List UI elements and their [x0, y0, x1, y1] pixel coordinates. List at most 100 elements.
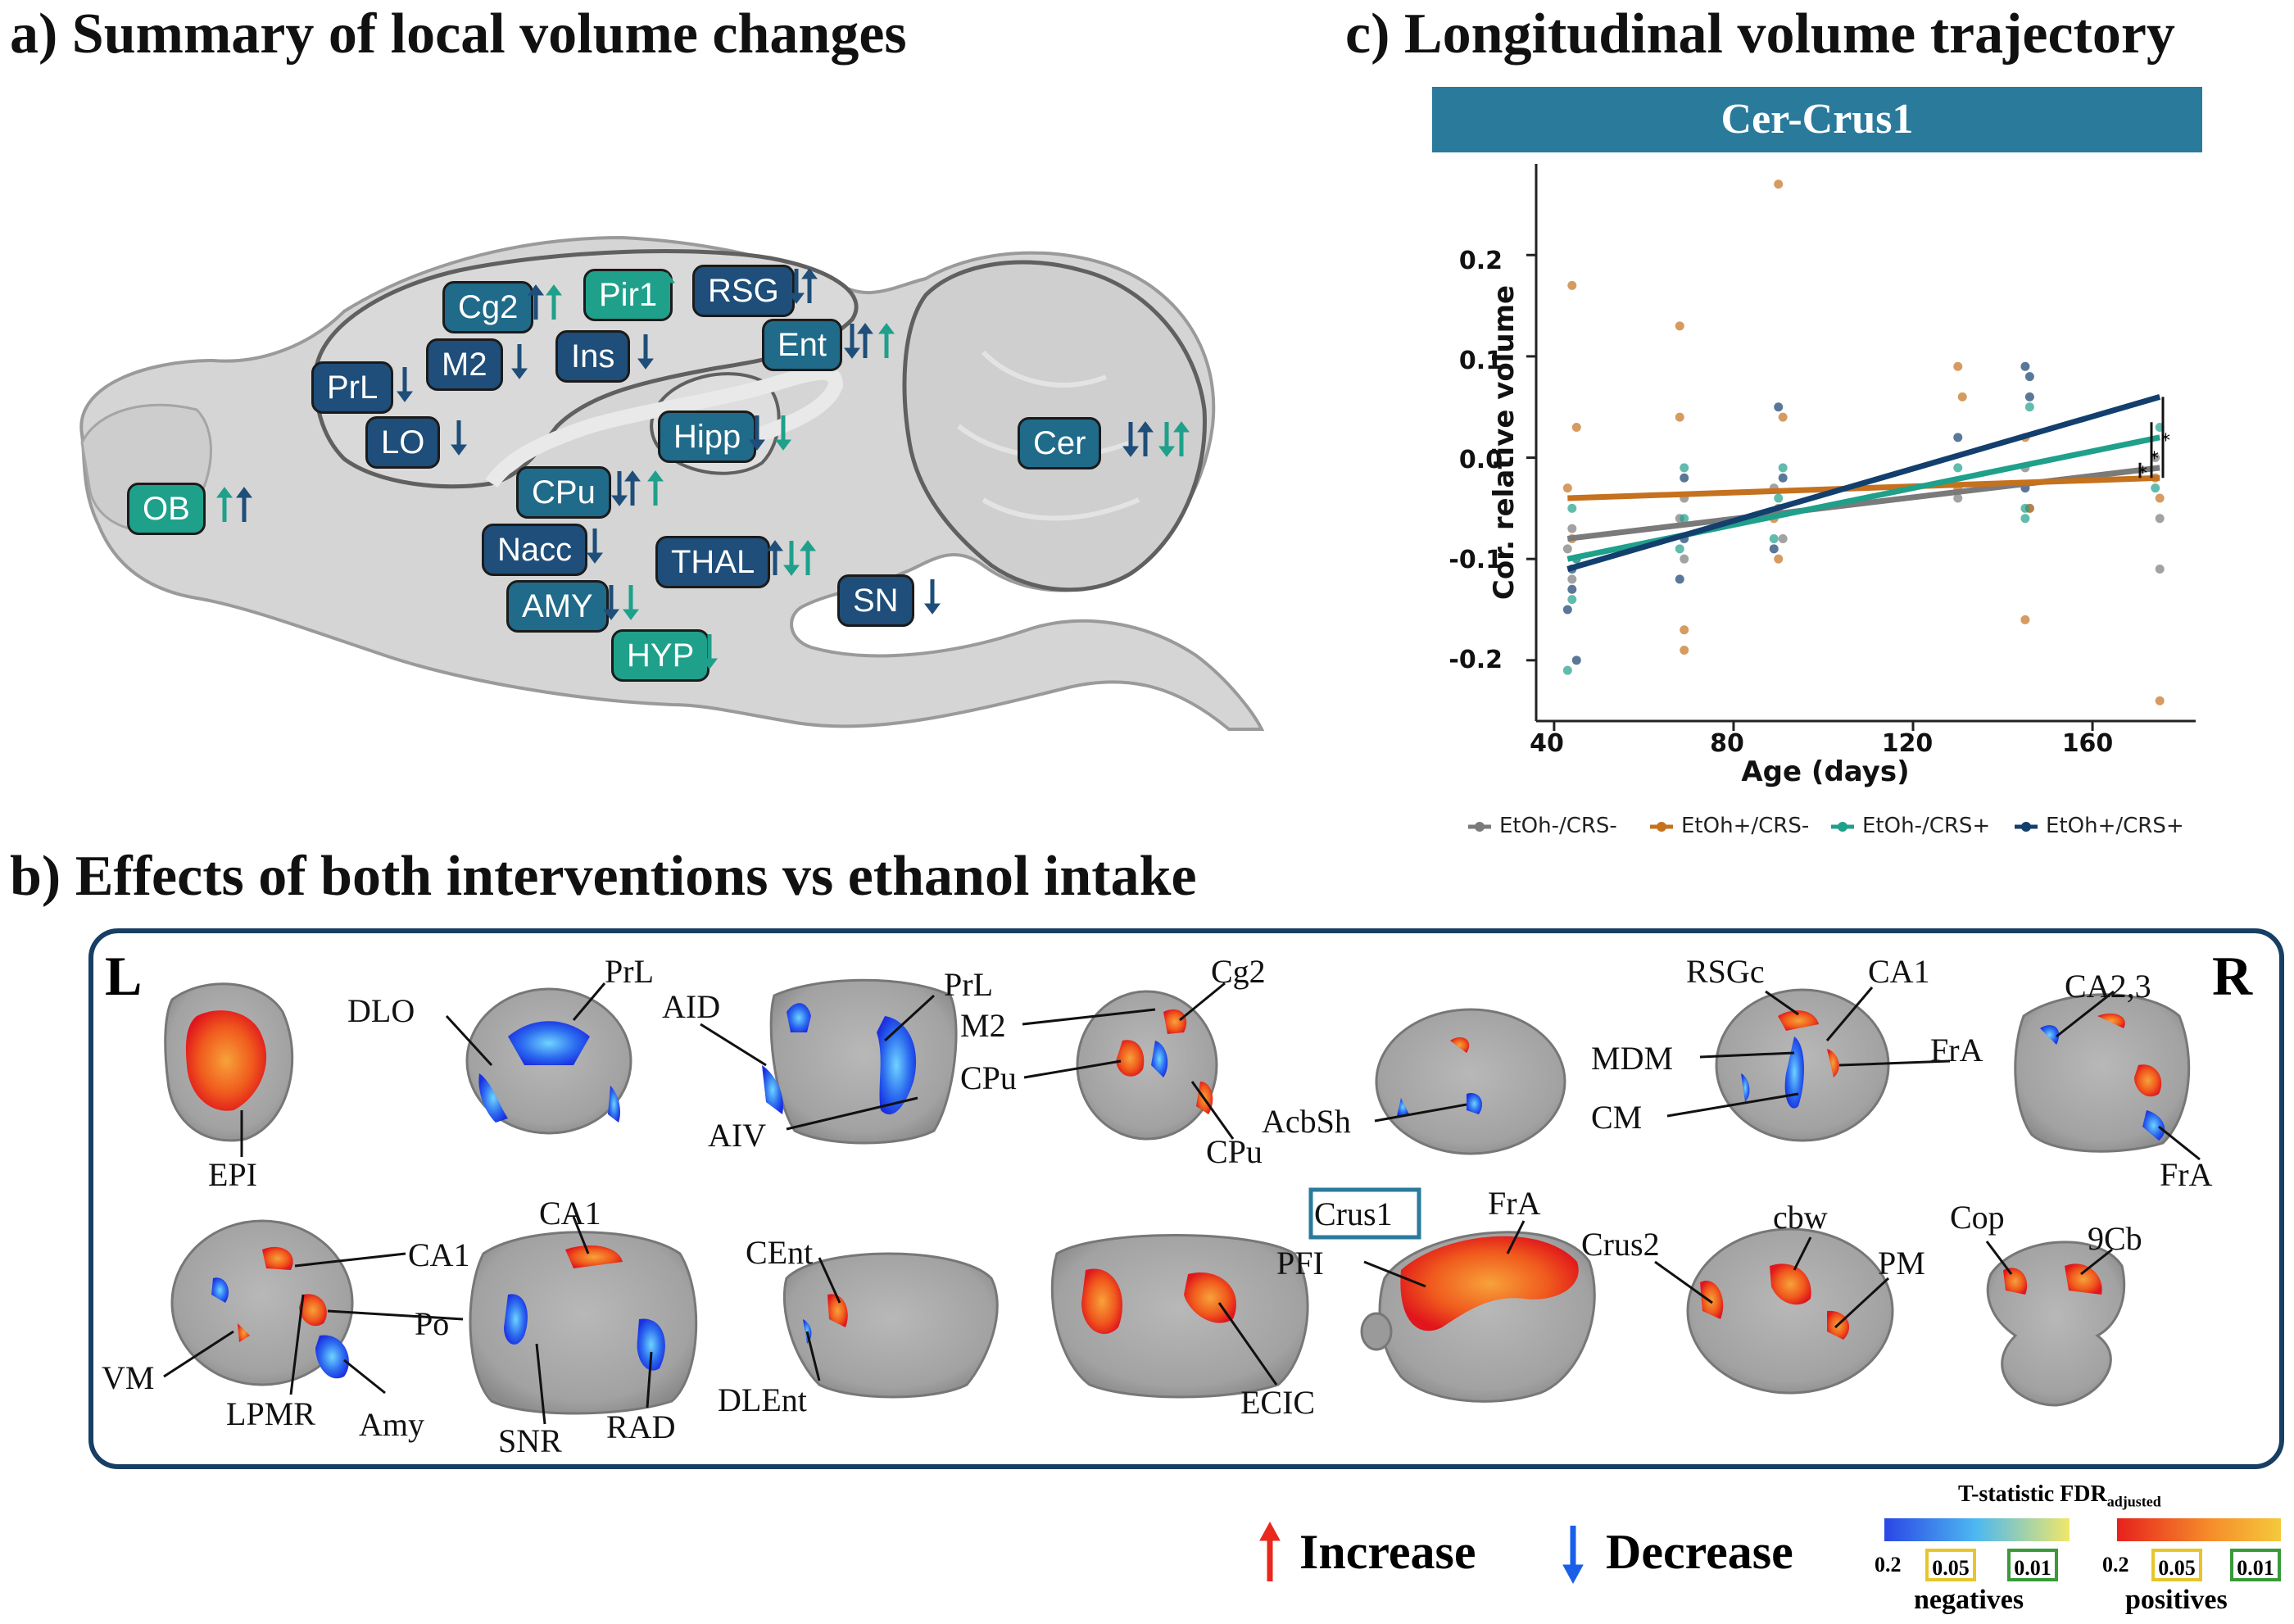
- slice-label: AIV: [708, 1117, 767, 1154]
- data-point: [1957, 392, 1967, 401]
- slice-label: CA1: [539, 1195, 601, 1232]
- region-label-lo: LO: [365, 416, 441, 469]
- positives-start-value: 0.2: [2102, 1553, 2129, 1576]
- slice-1: [164, 982, 294, 1142]
- negatives-box-005: 0.05: [1925, 1549, 1976, 1581]
- slice-label: AcbSh: [1262, 1103, 1351, 1140]
- slice-label: Crus1: [1314, 1195, 1393, 1232]
- region-label-ins: Ins: [555, 330, 631, 383]
- x-tick-label: 160: [2061, 729, 2114, 758]
- region-label-pir1: Pir1: [583, 269, 673, 321]
- data-point: [1571, 422, 1581, 432]
- slice-label: RAD: [606, 1409, 676, 1445]
- slice-label: FrA: [2160, 1156, 2213, 1193]
- slice-label: RSGc: [1686, 953, 1765, 990]
- slice-10: [782, 1252, 999, 1399]
- legend-label: EtOh+/CRS+: [2046, 814, 2184, 838]
- data-point: [1567, 503, 1577, 513]
- data-point: [1675, 574, 1684, 584]
- data-point: [2155, 696, 2165, 705]
- region-label-amy: AMY: [506, 580, 609, 633]
- data-point: [1562, 483, 1572, 493]
- x-tick-label: 40: [1530, 729, 1564, 758]
- slice-label: CM: [1591, 1099, 1643, 1136]
- region-label-ent: Ent: [762, 319, 843, 371]
- region-label-cg2: Cg2: [442, 281, 534, 333]
- positives-label: positives: [2125, 1585, 2228, 1615]
- data-point: [1567, 584, 1577, 594]
- slice-6: [1715, 988, 1890, 1142]
- data-point: [2151, 483, 2160, 493]
- scale-title: T-statistic FDRadjusted: [1958, 1481, 2161, 1511]
- slice-label: CEnt: [746, 1234, 814, 1271]
- data-point: [1680, 514, 1689, 524]
- left-hemisphere-marker: L: [105, 945, 143, 1007]
- y-tick-label: -0.2: [1448, 646, 1503, 674]
- data-point: [1562, 605, 1572, 615]
- data-point: [1562, 665, 1572, 675]
- slice-label: SNR: [498, 1422, 562, 1459]
- crus1-highlight-box: [1308, 1187, 1421, 1240]
- data-point: [1778, 463, 1788, 473]
- data-point: [1567, 524, 1577, 533]
- slice-label: CA1: [1868, 953, 1930, 990]
- positives-colorbar: [2117, 1518, 2281, 1541]
- slice-12: [1360, 1231, 1596, 1403]
- data-point: [1778, 412, 1788, 422]
- slice-label: FrA: [1930, 1032, 1983, 1068]
- data-point: [2020, 503, 2030, 513]
- legend-label: EtOh-/CRS+: [1862, 814, 1991, 838]
- panel-a-title: a) Summary of local volume changes: [10, 2, 907, 66]
- y-tick-label: 0.2: [1458, 247, 1503, 275]
- x-tick-label: 80: [1710, 729, 1744, 758]
- y-tick-label: 0.1: [1458, 347, 1503, 375]
- brain-slices: [163, 978, 2201, 1425]
- data-point: [1562, 544, 1572, 554]
- chart-subtitle: Cer-Crus1: [1720, 96, 1914, 143]
- negatives-box-001: 0.01: [2007, 1549, 2058, 1581]
- region-label-sn: SN: [837, 574, 914, 627]
- slice-label: DLO: [347, 992, 415, 1029]
- data-point: [2155, 493, 2165, 503]
- data-point: [2020, 361, 2030, 371]
- slice-label: M2: [960, 1007, 1006, 1044]
- slice-label: CPu: [1206, 1133, 1263, 1170]
- panel-b-title: b) Effects of both interventions vs etha…: [10, 845, 1197, 908]
- brain-slices-frame: [88, 928, 2284, 1469]
- scale-title-main: T-statistic FDR: [1958, 1481, 2107, 1507]
- scale-title-sub: adjusted: [2106, 1493, 2161, 1510]
- legend-swatch: [2021, 822, 2031, 832]
- data-point: [1567, 280, 1577, 290]
- legend-label: EtOh-/CRS-: [1499, 814, 1617, 838]
- region-label-thal: THAL: [655, 536, 771, 588]
- negatives-label: negatives: [1914, 1585, 2024, 1615]
- increase-arrow-icon: [1259, 1521, 1281, 1581]
- data-point: [2024, 402, 2034, 412]
- fit-line: [1567, 474, 2160, 501]
- slice-label: VM: [102, 1359, 155, 1396]
- significance-star: *: [2161, 431, 2170, 451]
- slice-5: [1375, 1008, 1566, 1155]
- slice-label: Po: [415, 1305, 450, 1342]
- legend-swatches: [1468, 822, 2038, 832]
- region-label-nacc: Nacc: [482, 524, 588, 576]
- region-label-rsg: RSG: [692, 265, 795, 317]
- data-point: [1571, 655, 1581, 665]
- data-point: [2020, 514, 2030, 524]
- legend-swatch: [1475, 822, 1485, 832]
- slice-4: [1076, 990, 1218, 1141]
- data-point: [1774, 493, 1784, 503]
- slice-label: 9Cb: [2088, 1220, 2142, 1257]
- region-label-cer: Cer: [1018, 417, 1102, 470]
- data-point: [1680, 625, 1689, 635]
- increase-label: Increase: [1299, 1525, 1476, 1579]
- slice-label: CPu: [960, 1059, 1017, 1096]
- slice-label: Crus2: [1581, 1226, 1660, 1263]
- data-point: [1567, 595, 1577, 605]
- data-point: [1774, 402, 1784, 412]
- y-tick-label: 0.0: [1458, 446, 1503, 474]
- data-point: [2151, 453, 2160, 463]
- data-point: [1675, 544, 1684, 554]
- data-point: [1778, 533, 1788, 543]
